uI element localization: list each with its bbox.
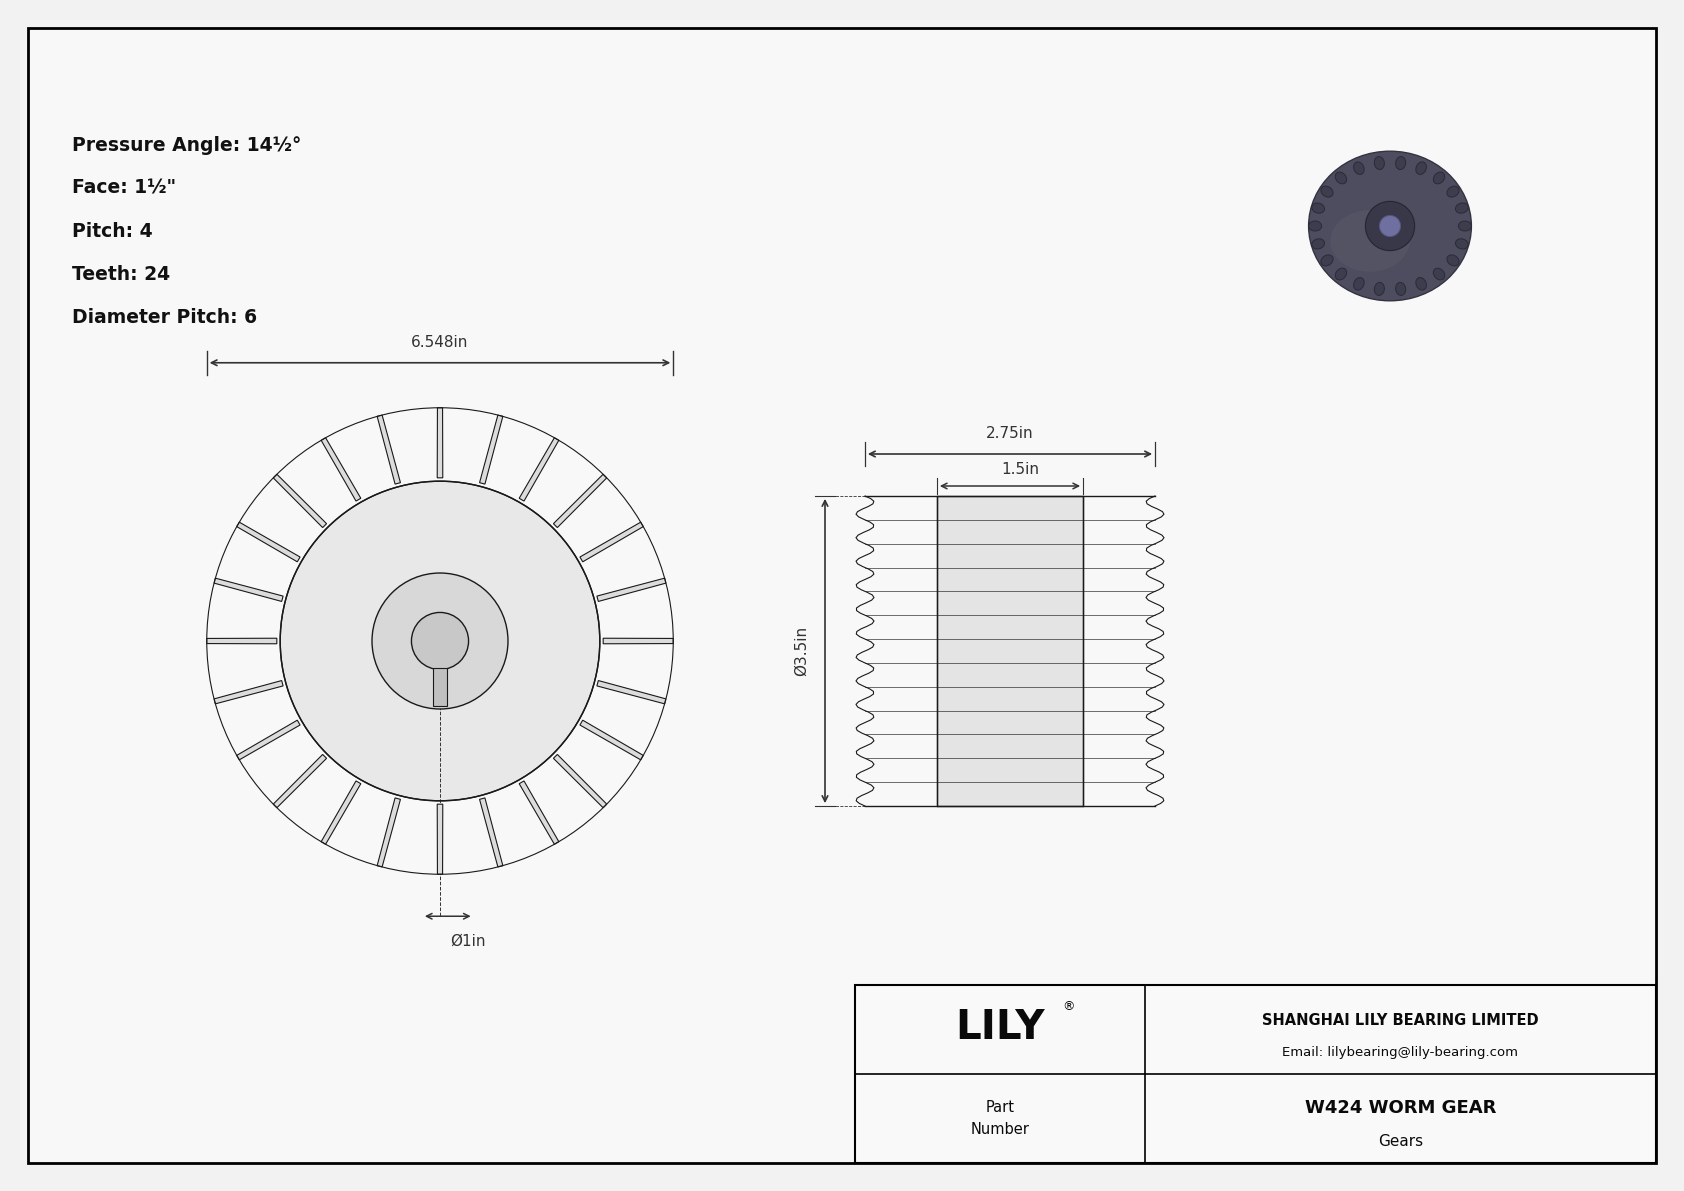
Text: Gears: Gears (1378, 1134, 1423, 1149)
Text: 6.548in: 6.548in (411, 335, 468, 350)
Ellipse shape (1374, 282, 1384, 295)
Text: LILY: LILY (955, 1008, 1044, 1048)
Polygon shape (237, 522, 300, 562)
Text: Face: 1½": Face: 1½" (72, 179, 177, 198)
Polygon shape (519, 781, 559, 844)
Ellipse shape (1416, 162, 1426, 174)
Ellipse shape (1354, 278, 1364, 291)
Text: 2.75in: 2.75in (987, 426, 1034, 441)
Ellipse shape (1312, 238, 1325, 249)
Ellipse shape (1308, 222, 1322, 231)
Text: Pressure Angle: 14½°: Pressure Angle: 14½° (72, 136, 301, 155)
Ellipse shape (1455, 202, 1468, 213)
Text: 1.5in: 1.5in (1000, 462, 1039, 478)
Polygon shape (603, 638, 674, 644)
Polygon shape (480, 414, 504, 484)
Polygon shape (554, 474, 606, 528)
Ellipse shape (1455, 238, 1468, 249)
Polygon shape (214, 680, 283, 704)
Circle shape (411, 612, 468, 669)
Polygon shape (480, 798, 504, 867)
Ellipse shape (1374, 156, 1384, 169)
Text: Part
Number: Part Number (970, 1100, 1029, 1137)
Ellipse shape (1308, 151, 1472, 301)
Ellipse shape (1320, 255, 1334, 266)
Polygon shape (377, 798, 401, 867)
Ellipse shape (1335, 268, 1347, 280)
Text: Ø3.5in: Ø3.5in (793, 626, 808, 676)
Ellipse shape (1320, 186, 1334, 197)
Circle shape (1379, 216, 1401, 237)
Ellipse shape (1335, 172, 1347, 183)
Circle shape (1366, 201, 1415, 250)
Polygon shape (596, 578, 665, 601)
Text: ®: ® (1061, 1000, 1074, 1014)
Polygon shape (322, 438, 360, 501)
Bar (855, 985, 1655, 1162)
Polygon shape (322, 781, 360, 844)
Bar (936, 495, 1083, 806)
Ellipse shape (1447, 255, 1458, 266)
Polygon shape (273, 754, 327, 807)
Polygon shape (237, 721, 300, 760)
Bar (433, 668, 448, 706)
Circle shape (280, 481, 600, 800)
Ellipse shape (1458, 222, 1472, 231)
Polygon shape (214, 578, 283, 601)
Polygon shape (438, 804, 443, 874)
Text: Teeth: 24: Teeth: 24 (72, 266, 170, 283)
Ellipse shape (1330, 210, 1410, 272)
Ellipse shape (1433, 268, 1445, 280)
Polygon shape (273, 474, 327, 528)
Polygon shape (438, 407, 443, 478)
Text: Pitch: 4: Pitch: 4 (72, 222, 153, 241)
Polygon shape (519, 438, 559, 501)
Ellipse shape (1354, 162, 1364, 174)
Ellipse shape (1312, 202, 1325, 213)
Polygon shape (207, 638, 276, 644)
Ellipse shape (1396, 156, 1406, 169)
Ellipse shape (1447, 186, 1458, 197)
Text: W424 WORM GEAR: W424 WORM GEAR (1305, 1099, 1495, 1117)
Text: Ø1in: Ø1in (450, 934, 485, 948)
Polygon shape (579, 522, 643, 562)
Polygon shape (579, 721, 643, 760)
Ellipse shape (1396, 282, 1406, 295)
Circle shape (372, 573, 509, 709)
Polygon shape (596, 680, 665, 704)
Text: Email: lilybearing@lily-bearing.com: Email: lilybearing@lily-bearing.com (1283, 1046, 1519, 1059)
Ellipse shape (1433, 172, 1445, 183)
Ellipse shape (1416, 278, 1426, 291)
Text: SHANGHAI LILY BEARING LIMITED: SHANGHAI LILY BEARING LIMITED (1263, 1014, 1539, 1028)
Polygon shape (554, 754, 606, 807)
Text: Diameter Pitch: 6: Diameter Pitch: 6 (72, 308, 258, 328)
Polygon shape (377, 414, 401, 484)
